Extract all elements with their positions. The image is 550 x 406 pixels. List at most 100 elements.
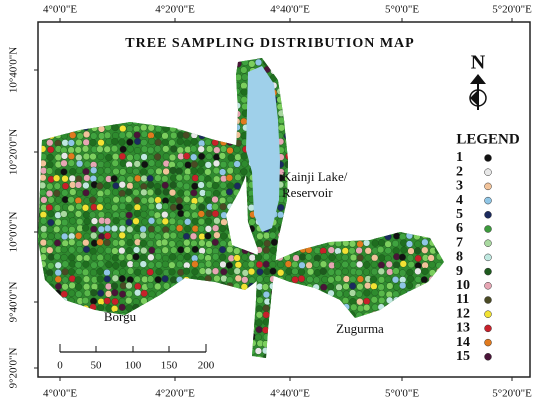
sample-dot (68, 226, 76, 234)
sample-dot (47, 146, 55, 154)
sample-dot (126, 276, 134, 284)
sample-dot (277, 204, 285, 212)
sample-dot (240, 96, 248, 104)
north-label: N (471, 52, 486, 74)
sample-dot (212, 189, 221, 198)
sample-dot (96, 182, 104, 190)
sample-dot (263, 232, 271, 240)
sample-dot (88, 211, 97, 219)
sample-dot (103, 275, 111, 283)
sample-dot (75, 154, 83, 162)
sample-dot (327, 246, 335, 254)
sample-dot (364, 247, 372, 255)
sample-dot (134, 174, 142, 183)
sample-dot (176, 161, 184, 169)
sample-dot (355, 268, 363, 277)
sample-dot (90, 283, 99, 291)
sample-dot (305, 253, 313, 261)
sample-dot (219, 203, 227, 211)
sample-dot (371, 254, 379, 262)
sample-dot (83, 160, 91, 168)
sample-dot (105, 261, 113, 269)
north-arrow (469, 74, 487, 110)
sample-dot (126, 153, 134, 162)
sample-dot (391, 240, 400, 248)
sample-dot (125, 297, 133, 305)
sample-dot (96, 145, 104, 153)
sample-dot (118, 225, 127, 233)
sample-dot (90, 203, 98, 211)
sample-dot (168, 153, 177, 162)
sample-dot (333, 261, 342, 269)
sample-dot (105, 154, 113, 162)
legend-swatch (484, 310, 492, 318)
sample-dot (342, 282, 350, 291)
scale-label: 100 (125, 360, 142, 372)
sample-dot (76, 132, 84, 140)
sample-dot (248, 254, 256, 262)
sample-dot (118, 231, 126, 240)
sample-dot (240, 66, 248, 74)
sample-dot (103, 217, 112, 225)
sample-dot (125, 232, 133, 241)
sample-dot (393, 283, 401, 291)
sample-dot (111, 188, 120, 196)
sample-dot (378, 296, 386, 305)
sample-dot (190, 189, 198, 197)
legend-label: 4 (456, 193, 463, 208)
sample-dot (154, 153, 162, 161)
sample-dot (46, 182, 54, 191)
sample-dot (234, 173, 242, 182)
sample-dot (183, 246, 191, 254)
sample-dot (256, 296, 264, 304)
sample-dot (146, 174, 154, 183)
sample-dot (218, 152, 227, 160)
sample-dot (111, 159, 119, 167)
sample-dot (126, 125, 134, 133)
sample-dot (82, 130, 91, 139)
sample-dot (262, 253, 271, 261)
sample-dot (139, 253, 147, 261)
sample-dot (343, 290, 351, 298)
sample-dot (147, 261, 155, 269)
sample-dot (190, 160, 199, 169)
sample-dot (103, 188, 112, 196)
sample-dot (427, 254, 435, 262)
sample-dot (356, 298, 364, 306)
sample-dot (407, 261, 415, 269)
sample-dot (197, 253, 205, 261)
sample-dot (133, 153, 141, 161)
sample-dot (420, 276, 428, 284)
sample-dot (134, 289, 142, 297)
sample-dot (256, 232, 264, 240)
sample-dot (61, 276, 69, 284)
sample-dot (81, 204, 90, 212)
sample-dot (76, 218, 84, 226)
sample-dot (140, 210, 148, 219)
sample-dot (277, 211, 285, 219)
sample-dot (141, 218, 149, 226)
sample-dot (112, 262, 120, 270)
legend-label: 14 (456, 335, 470, 350)
sample-dot (183, 203, 191, 212)
sample-dot (125, 188, 133, 196)
sample-dot (110, 145, 119, 153)
sample-dot (140, 145, 149, 153)
sample-dot (183, 173, 191, 182)
sample-dot (225, 174, 234, 182)
sample-dot (233, 160, 241, 168)
sample-dot (97, 160, 105, 169)
sample-dot (189, 232, 198, 240)
sample-dot (398, 253, 407, 261)
sample-dot (206, 145, 214, 153)
sample-dot (204, 196, 212, 204)
sample-dot (371, 239, 379, 247)
sample-dot (363, 261, 371, 269)
sample-dot (53, 189, 61, 197)
sample-dot (90, 166, 98, 174)
sample-dot (175, 196, 183, 205)
sample-dot (191, 268, 199, 276)
sample-dot (96, 238, 104, 246)
sample-dot (46, 153, 54, 162)
sample-dot (177, 246, 185, 254)
